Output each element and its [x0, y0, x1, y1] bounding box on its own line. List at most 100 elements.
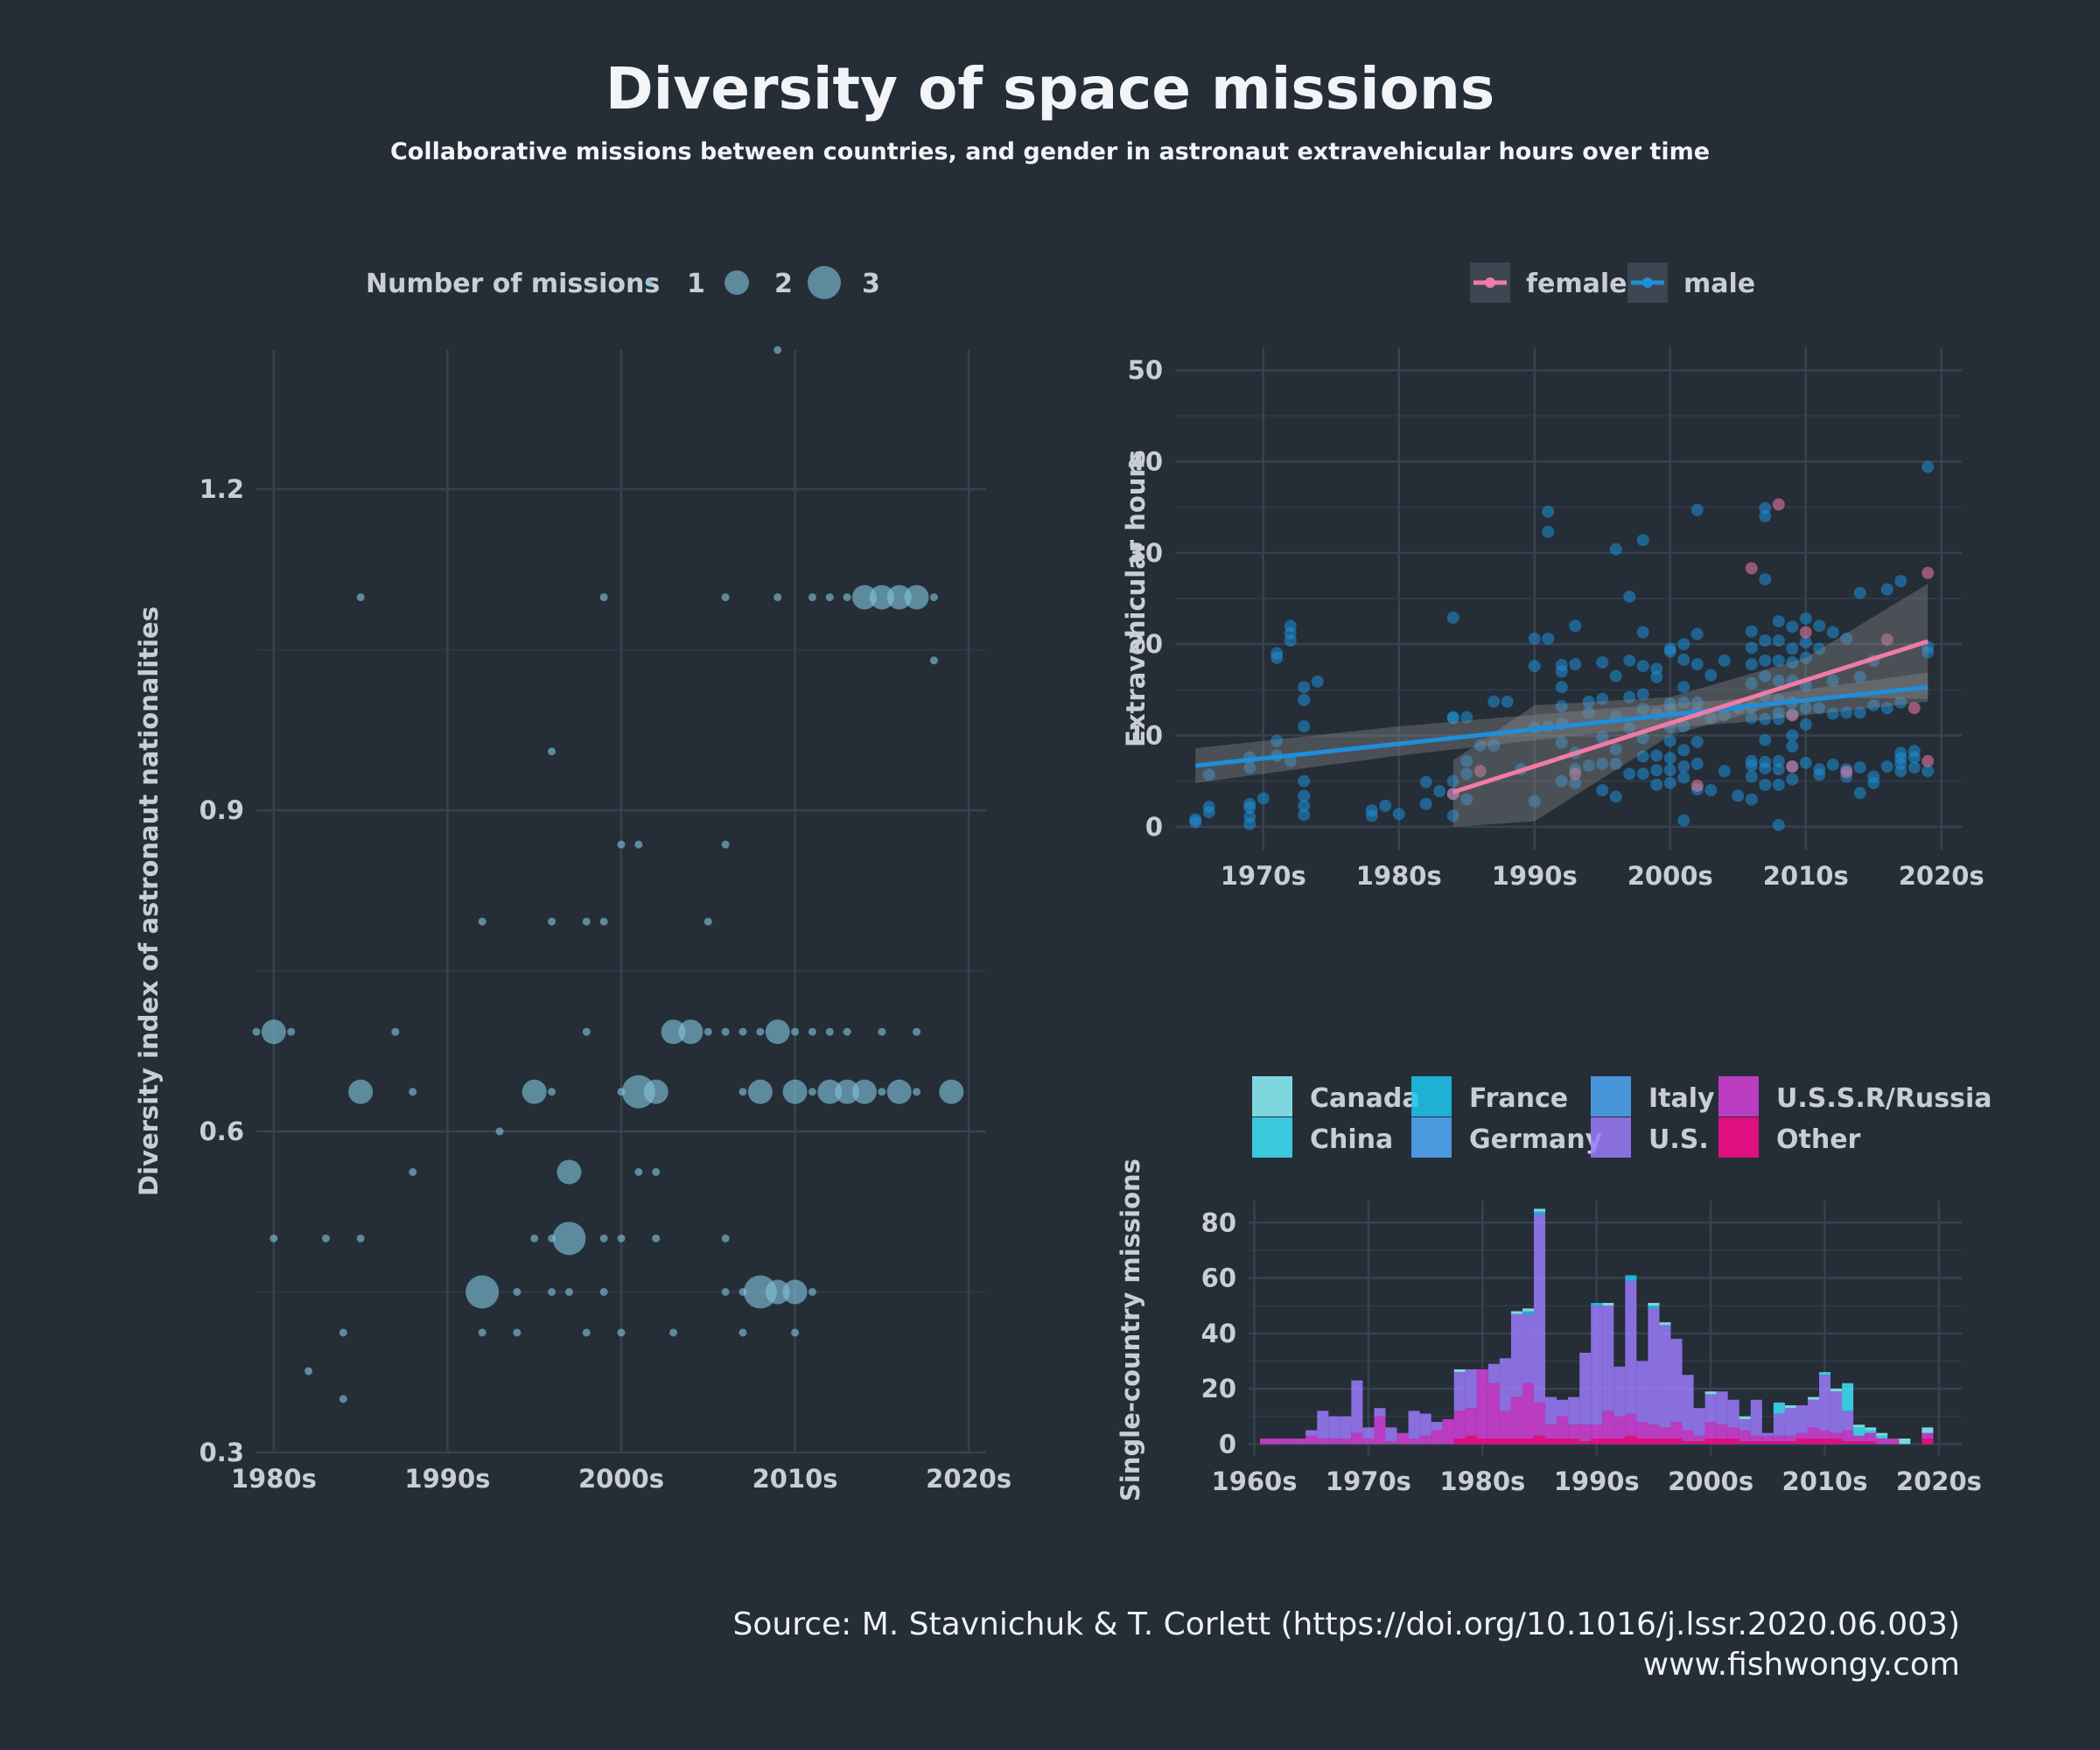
male-point [1690, 735, 1704, 748]
single-country-missions-chart: 0 20 40 60 80 1960s 1970s 1980s 1990s 2000s 2010s 2… [1116, 1076, 1992, 1502]
bar-segment [1534, 1211, 1546, 1214]
diversity-point [808, 1288, 816, 1297]
male-point [1609, 542, 1622, 556]
extravehicular-hours-chart: 0 10 20 30 40 50 1970s 1980s 1990s 2000s 2010s 2020… [1121, 262, 1984, 891]
male-point [1555, 665, 1568, 678]
bar-segment [1522, 1438, 1534, 1445]
male-point [1745, 677, 1758, 690]
diversity-point [339, 1328, 347, 1337]
diversity-point [791, 1328, 800, 1337]
bar-segment [1453, 1372, 1466, 1411]
diversity-point [913, 1027, 921, 1036]
bar-segment [1442, 1418, 1454, 1445]
y-axis-title: Diversity index of astronaut nationaliti… [134, 606, 164, 1196]
diversity-point [634, 840, 643, 849]
bar-segment [1648, 1424, 1660, 1439]
bar-segment [1704, 1438, 1717, 1445]
diversity-point [287, 1027, 296, 1036]
bar-segment [1704, 1422, 1717, 1439]
male-point [1690, 658, 1704, 671]
bar-segment [1362, 1438, 1375, 1445]
diversity-bubble-chart: 0.3 0.6 0.9 1.2 1980s 1990s 2000s 2010s 2020s Div… [134, 266, 1012, 1494]
male-point [1690, 696, 1704, 709]
male-point [1650, 749, 1663, 762]
male-trend-line [1194, 684, 1928, 768]
diversity-point [929, 593, 938, 602]
diversity-point [721, 840, 730, 849]
legend-swatch [1411, 1117, 1452, 1158]
bar-segment [1807, 1438, 1819, 1445]
male-point [1677, 814, 1690, 827]
legend-title: Number of missions [366, 269, 660, 299]
male-point [1284, 620, 1297, 633]
male-point [1298, 808, 1311, 822]
male-point [1542, 632, 1555, 645]
bar-segment [1670, 1339, 1683, 1423]
male-point [1596, 731, 1609, 744]
male-point [1745, 625, 1758, 638]
x-tick-label: 2000s [1628, 861, 1713, 891]
bar-segment [1842, 1430, 1854, 1442]
male-point [1636, 688, 1649, 701]
diversity-point [825, 593, 834, 602]
male-point [1298, 681, 1311, 694]
diversity-point [704, 917, 712, 926]
bar-segment [1693, 1435, 1705, 1442]
bar-segment [1591, 1424, 1603, 1439]
bar-segment [1830, 1432, 1843, 1439]
diversity-point [552, 1222, 586, 1256]
bar-segment [1614, 1438, 1626, 1445]
male-point [1677, 638, 1690, 651]
male-point [1759, 654, 1772, 667]
bar-segment [1625, 1280, 1637, 1414]
male-point [1202, 800, 1215, 813]
diversity-point [548, 917, 556, 926]
bar-segment [1727, 1399, 1740, 1428]
bar-segment [1659, 1322, 1671, 1326]
diversity-point [743, 1275, 777, 1309]
male-point [1759, 733, 1772, 746]
diversity-point [478, 917, 486, 926]
female-legend-dot [1485, 277, 1495, 288]
bar-segment [1591, 1306, 1603, 1425]
bar-segment [1328, 1438, 1340, 1445]
bar-segment [1796, 1432, 1808, 1439]
bar-segment [1670, 1422, 1683, 1439]
diversity-point [643, 1079, 668, 1104]
bar-segment [1488, 1363, 1500, 1383]
male-point [1609, 669, 1622, 682]
bar-segment [1682, 1375, 1694, 1431]
male-point [1690, 627, 1704, 640]
bar-segment [1659, 1438, 1671, 1445]
bar-segment [1499, 1358, 1511, 1411]
bar-segment [1784, 1405, 1796, 1409]
bar-segment [1499, 1438, 1511, 1445]
bar-segment [1602, 1438, 1614, 1445]
bar-segment [1682, 1430, 1694, 1442]
diversity-point [582, 1328, 591, 1337]
male-point [1636, 660, 1649, 673]
x-tick-label: 2010s [1782, 1466, 1868, 1496]
y-axis-title: Extravehicular hours [1121, 450, 1151, 747]
male-point [1853, 670, 1866, 683]
diversity-point [782, 1279, 808, 1305]
bar-segment [1922, 1432, 1934, 1439]
female-point [1569, 767, 1582, 780]
bar-segment [1648, 1303, 1660, 1306]
diversity-point [835, 1079, 860, 1104]
website-caption: www.fishwongy.com [1643, 1647, 1960, 1683]
bar-segment [1453, 1368, 1466, 1373]
bar-segment [1773, 1435, 1785, 1442]
y-tick-label: 0.6 [200, 1116, 244, 1146]
legend-size-label: 1 [687, 269, 705, 299]
bar-segment [1591, 1303, 1603, 1306]
bar-segment [1602, 1306, 1614, 1411]
bar-segment [1465, 1368, 1477, 1409]
legend-size-key [724, 270, 749, 295]
male-point [1488, 695, 1501, 708]
male-point [1270, 734, 1284, 747]
male-point [1677, 771, 1690, 784]
legend-label: China [1310, 1124, 1393, 1155]
bar-segment [1351, 1432, 1363, 1445]
male-point [1419, 775, 1432, 788]
